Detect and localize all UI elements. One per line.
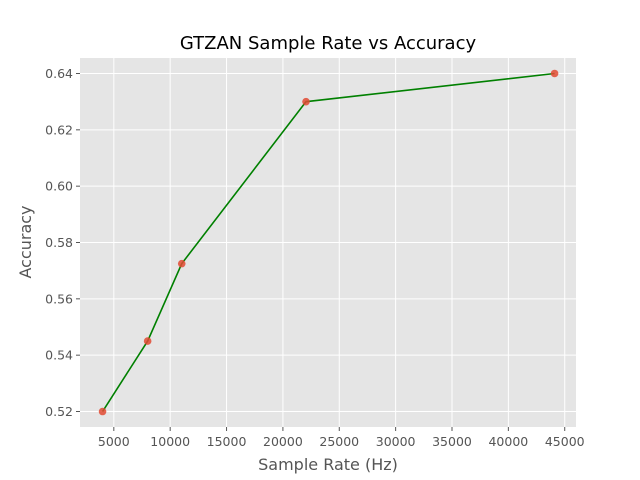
x-tick-label: 15000 [207,434,247,449]
y-tick-label: 0.56 [45,291,73,306]
y-tick-label: 0.52 [45,404,73,419]
x-tick-label: 40000 [488,434,528,449]
y-tick-label: 0.64 [45,66,73,81]
y-tick-label: 0.58 [45,235,73,250]
y-axis-label: Accuracy [16,205,35,278]
x-tick-label: 20000 [263,434,303,449]
grid-lines [80,58,576,427]
data-point [177,259,186,268]
x-tick-label: 45000 [545,434,585,449]
y-tick-label: 0.54 [45,348,73,363]
x-tick-label: 10000 [150,434,190,449]
x-axis-ticks: 5000 10000 15000 20000 25000 30000 35000 40000 4… [98,427,585,449]
x-tick-label: 30000 [376,434,416,449]
x-axis-label: Sample Rate (Hz) [258,455,398,474]
data-point [302,97,310,106]
chart-title: GTZAN Sample Rate vs Accuracy [180,33,477,54]
y-axis-ticks: 0.52 0.54 0.56 0.58 0.60 0.62 0.64 [45,66,80,419]
x-tick-label: 25000 [319,434,359,449]
data-point [143,337,152,345]
y-tick-label: 0.62 [45,122,73,137]
data-point [550,69,559,78]
x-tick-label: 5000 [98,434,130,449]
data-point [98,407,107,416]
x-tick-label: 35000 [432,434,472,449]
y-tick-label: 0.60 [45,179,73,194]
series-layer [98,69,559,416]
